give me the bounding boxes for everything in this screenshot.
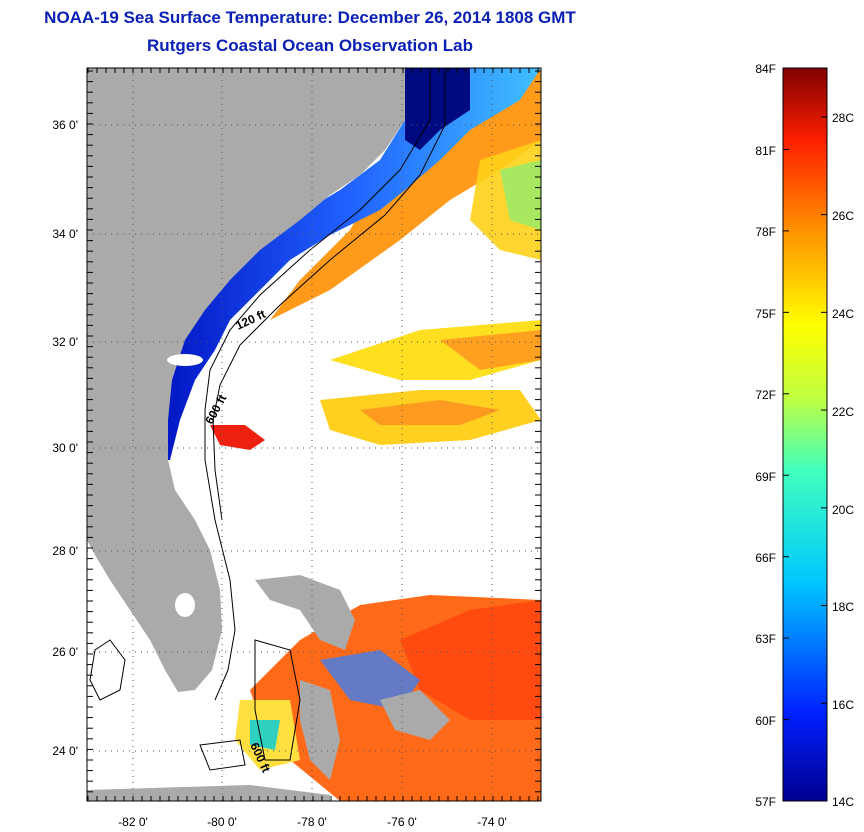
lon-label-82: -82 0' (118, 815, 148, 829)
lat-label-24: 24 0' (52, 744, 78, 758)
mid-streak-2b (360, 400, 500, 425)
cb-c-label-16: 16C (832, 698, 854, 712)
contour-florida-bay (89, 639, 126, 701)
cb-f-label-57: 57F (755, 795, 776, 809)
cb-f-label-63: 63F (755, 632, 776, 646)
cb-f-label-69: 69F (755, 470, 776, 484)
map-title: NOAA-19 Sea Surface Temperature: Decembe… (44, 8, 576, 27)
lat-label-36: 36 0' (52, 118, 78, 132)
cb-f-label-72: 72F (755, 388, 776, 402)
colorbar-fahrenheit-labels: 84F 81F 78F 75F 72F 69F 66F 63F 60F 57F (755, 62, 776, 809)
lat-label-34: 34 0' (52, 227, 78, 241)
latitude-labels: 36 0' 34 0' 32 0' 30 0' 28 0' 26 0' 24 0… (52, 118, 78, 758)
contour-bahamas-bank (254, 639, 301, 761)
bahamas-cool-patch (320, 650, 420, 710)
cb-c-label-28: 28C (832, 111, 854, 125)
green-patch-ne (500, 160, 541, 230)
contour-120ft (204, 68, 431, 701)
colorbar-celsius-labels: 28C 26C 24C 22C 20C 18C 16C 14C (832, 111, 854, 809)
cb-f-label-78: 78F (755, 225, 776, 239)
lake-okeechobee (175, 593, 195, 617)
lon-label-74: -74 0' (477, 815, 507, 829)
cb-f-label-60: 60F (755, 714, 776, 728)
cb-c-label-26: 26C (832, 209, 854, 223)
cb-c-label-20: 20C (832, 503, 854, 517)
island-grand-bahama (255, 575, 355, 650)
lat-label-28: 28 0' (52, 544, 78, 558)
colorbar-ticks (783, 67, 827, 802)
cb-c-label-14: 14C (832, 795, 854, 809)
lon-label-80: -80 0' (207, 815, 237, 829)
contour-600ft (212, 68, 446, 521)
graticule (87, 68, 541, 801)
map-frame (86, 67, 542, 802)
keys-cyan-patch (250, 720, 280, 750)
lat-label-30: 30 0' (52, 441, 78, 455)
warm-spot-georgia (210, 425, 265, 450)
island-andros (300, 680, 340, 780)
colorbar (782, 67, 828, 802)
cb-c-label-18: 18C (832, 600, 854, 614)
southern-hot-patch (400, 600, 541, 720)
land-us-east-coast (87, 68, 405, 692)
map-subtitle: Rutgers Coastal Ocean Observation Lab (147, 36, 473, 55)
lon-label-76: -76 0' (387, 815, 417, 829)
cb-c-label-24: 24C (832, 307, 854, 321)
lat-label-32: 32 0' (52, 335, 78, 349)
contour-cay-sal (199, 739, 246, 771)
coastal-cold-water (150, 68, 541, 460)
cb-c-label-22: 22C (832, 405, 854, 419)
lon-label-78: -78 0' (297, 815, 327, 829)
cb-f-label-75: 75F (755, 307, 776, 321)
cb-f-label-81: 81F (755, 144, 776, 158)
island-exuma (380, 690, 450, 740)
longitude-labels: -82 0' -80 0' -78 0' -76 0' -74 0' (118, 815, 507, 829)
cb-f-label-66: 66F (755, 551, 776, 565)
map-content (87, 68, 541, 801)
mid-streak-1b (440, 330, 541, 370)
island-cuba (87, 785, 330, 801)
coastal-very-cold-water (405, 68, 470, 150)
coastal-sound (167, 354, 203, 366)
cb-f-label-84: 84F (755, 62, 776, 76)
lat-label-26: 26 0' (52, 645, 78, 659)
gulf-stream-north (270, 70, 541, 320)
axis-ticks (87, 68, 541, 801)
